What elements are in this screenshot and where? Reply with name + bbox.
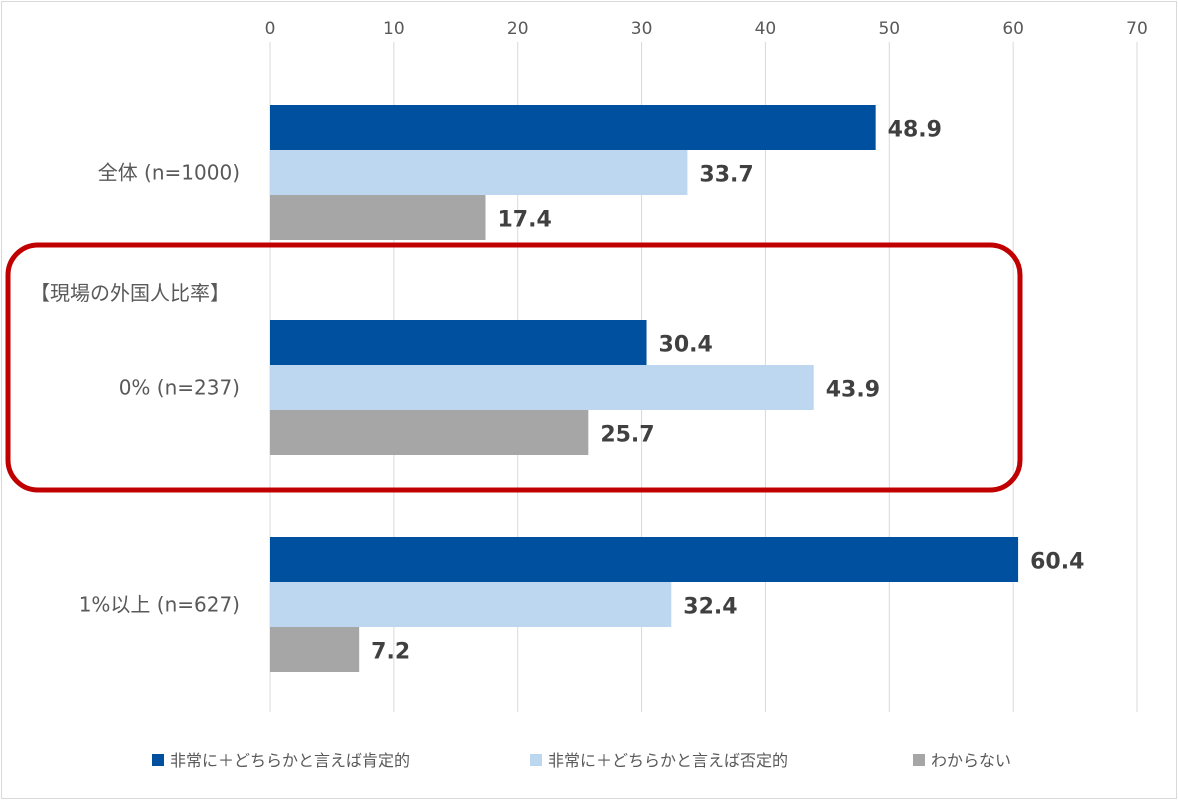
bar	[270, 365, 814, 410]
highlight-box	[5, 242, 1023, 493]
data-label: 17.4	[498, 208, 552, 233]
bar	[270, 320, 647, 365]
bar	[270, 627, 360, 672]
legend-label: 非常に＋どちらかと言えば肯定的	[170, 751, 410, 770]
category-label: 0% (n=237)	[119, 376, 240, 400]
x-tick-label: 50	[878, 19, 900, 39]
bar	[270, 195, 486, 240]
x-tick-label: 10	[383, 19, 405, 39]
bar	[270, 150, 688, 195]
x-tick-label: 40	[755, 19, 777, 39]
legend-label: 非常に＋どちらかと言えば否定的	[548, 751, 788, 770]
data-label: 30.4	[659, 333, 713, 358]
x-tick-label: 60	[1002, 19, 1024, 39]
x-tick-label: 0	[265, 19, 276, 39]
legend-swatch	[913, 754, 925, 766]
data-label: 60.4	[1030, 550, 1084, 575]
bar	[270, 582, 672, 627]
data-label: 33.7	[699, 163, 753, 188]
category-label: 1%以上 (n=627)	[79, 593, 240, 617]
group-header: 【現場の外国人比率】	[30, 281, 230, 305]
bar	[270, 105, 876, 150]
data-label: 32.4	[683, 595, 737, 620]
legend-swatch	[530, 754, 542, 766]
bar	[270, 537, 1019, 582]
x-tick-label: 30	[631, 19, 653, 39]
x-tick-label: 70	[1126, 19, 1148, 39]
data-label: 48.9	[888, 118, 942, 143]
legend-swatch	[152, 754, 164, 766]
data-label: 7.2	[371, 640, 410, 665]
data-label: 25.7	[600, 423, 654, 448]
category-label: 全体 (n=1000)	[98, 161, 240, 185]
data-label: 43.9	[826, 378, 880, 403]
legend-label: わからない	[931, 751, 1011, 770]
bar	[270, 410, 589, 455]
x-tick-label: 20	[507, 19, 529, 39]
